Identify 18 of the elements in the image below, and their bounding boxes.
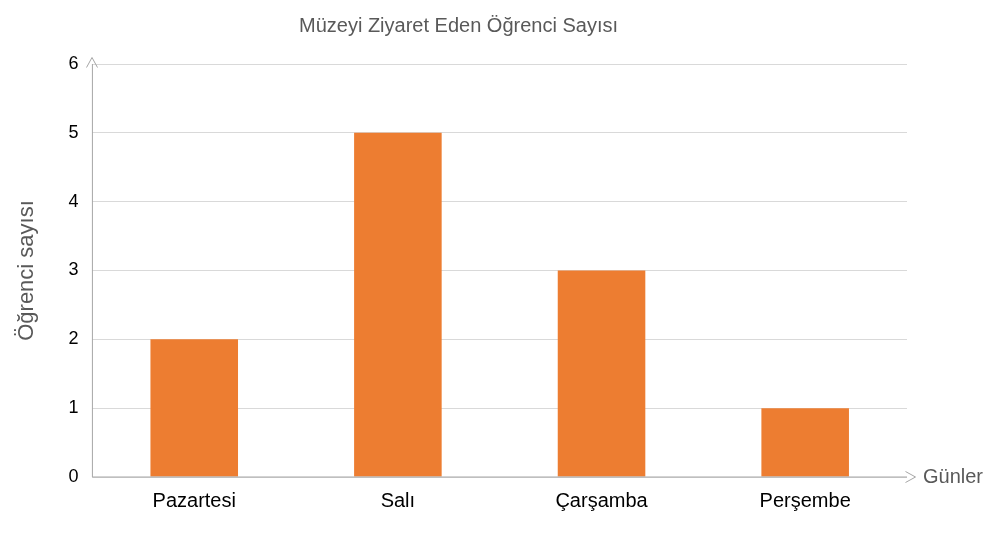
x-tick-label: Pazartesi bbox=[152, 488, 236, 511]
x-tick-label: Çarşamba bbox=[555, 488, 649, 511]
y-tick-label: 2 bbox=[68, 328, 79, 349]
bar bbox=[354, 132, 442, 477]
x-tick-label: Salı bbox=[380, 488, 416, 511]
chart-title: Müzeyi Ziyaret Eden Öğrenci Sayısı bbox=[298, 13, 619, 36]
y-tick-label: 0 bbox=[68, 465, 79, 486]
bar bbox=[557, 270, 646, 477]
bar bbox=[761, 408, 849, 477]
y-axis-title: Öğrenci sayısı bbox=[13, 200, 39, 341]
x-tick-label: Perşembe bbox=[759, 488, 851, 511]
x-axis-title: Günler bbox=[923, 464, 984, 487]
y-tick-label: 6 bbox=[68, 52, 79, 73]
bar bbox=[150, 339, 239, 477]
y-tick-label: 4 bbox=[68, 190, 79, 211]
y-tick-label: 3 bbox=[68, 259, 79, 280]
y-tick-label: 1 bbox=[68, 397, 79, 418]
y-tick-label: 5 bbox=[68, 121, 79, 142]
